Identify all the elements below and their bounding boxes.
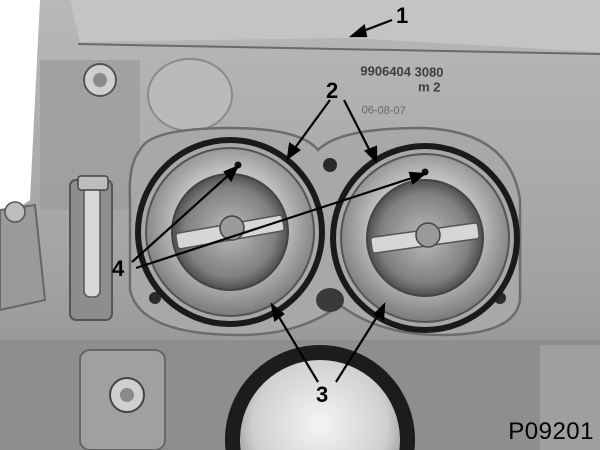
engraving-part-number: 9906404 3080 <box>360 63 444 80</box>
arrowhead-4a <box>223 164 240 183</box>
bracket-bolt <box>4 201 26 223</box>
right-boss <box>540 345 600 450</box>
leader-2b <box>343 99 373 156</box>
arrowhead-3b <box>373 302 386 321</box>
seal-ring-left <box>135 137 325 327</box>
flange-hole <box>149 292 161 304</box>
leader-lines <box>131 18 427 383</box>
lower-bolt-center <box>120 388 134 402</box>
leader-4a <box>131 171 233 263</box>
flange-hole <box>323 158 337 172</box>
engraving-mark: m 2 <box>417 79 441 95</box>
stud-nut <box>77 175 109 191</box>
callout-3: 3 <box>316 382 329 407</box>
cover-seam <box>77 43 600 55</box>
callout-2: 2 <box>326 78 339 103</box>
leader-3b <box>335 311 381 383</box>
engraving-date: 06-08-07 <box>361 104 406 118</box>
casting-boss <box>147 58 233 132</box>
arrowhead-2a <box>286 142 301 161</box>
arrowhead-1 <box>348 23 368 38</box>
leader-3a <box>275 311 319 383</box>
stud <box>83 181 101 298</box>
bolt-center <box>93 73 107 87</box>
arrowhead-2b <box>364 145 378 164</box>
thermostat-pin-right <box>415 222 441 248</box>
figure-code: P09201 <box>508 418 594 445</box>
leader-4b <box>135 174 419 270</box>
callout-1: 1 <box>396 3 409 28</box>
callout-4: 4 <box>112 256 125 281</box>
leader-2a <box>291 99 331 153</box>
top-cover <box>70 0 600 52</box>
pulley-face <box>240 360 400 450</box>
arrowhead-3a <box>270 302 285 322</box>
casting-engraving: 9906404 3080 m 2 06-08-07 <box>360 63 444 119</box>
flange-center-port <box>316 288 344 312</box>
seal-ring-right <box>330 143 520 333</box>
arrowhead-4b <box>408 171 427 185</box>
